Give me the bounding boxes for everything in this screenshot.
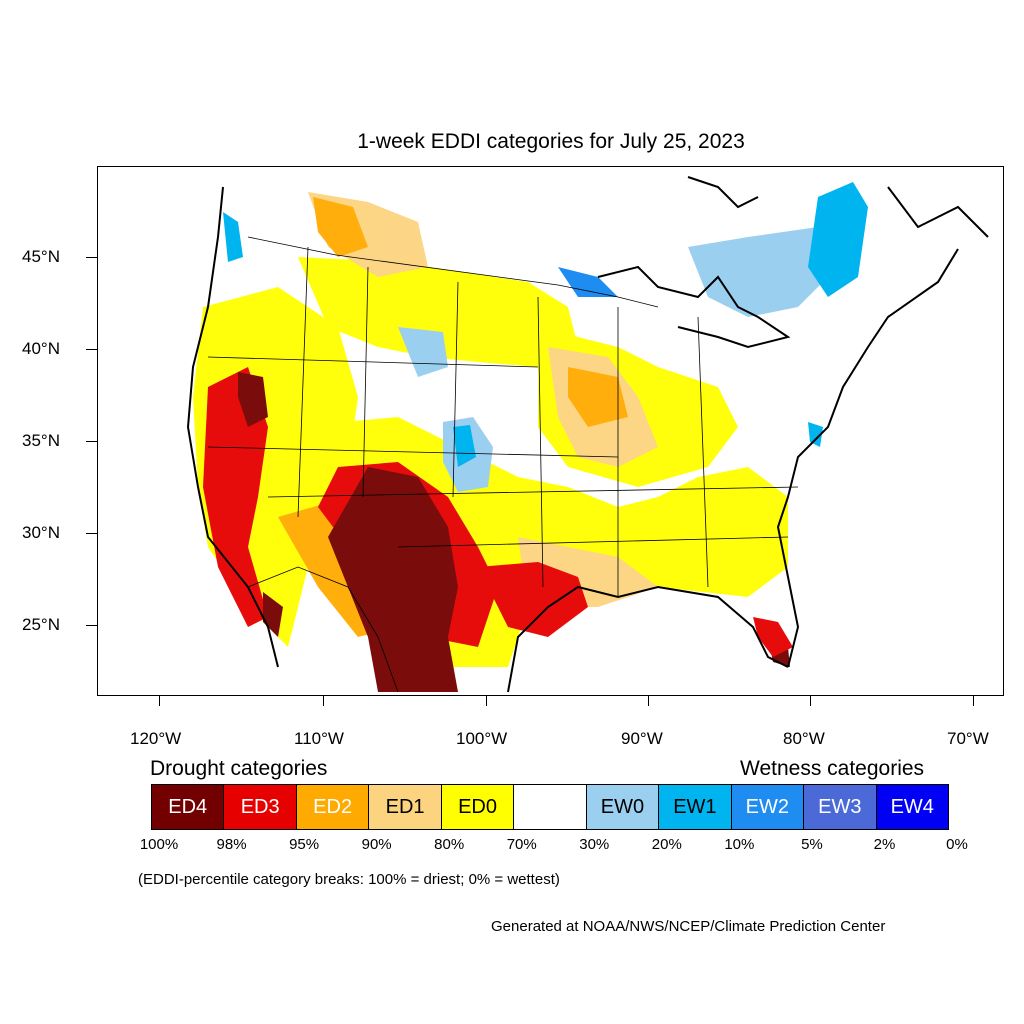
drought-heading: Drought categories [150,757,328,780]
legend-swatch-ew0: EW0 [586,785,660,829]
category-legend: ED4 ED3 ED2 ED1 ED0 EW0 EW1 EW2 EW3 EW4 [151,784,949,830]
ed2-region-midwest [568,367,628,427]
percentile-label: 100% [139,836,179,853]
lon-label-120: 120°W [130,729,182,748]
legend-swatch-ed4: ED4 [152,785,225,829]
gulf-coast [507,585,789,693]
lon-tick [486,696,487,706]
percentile-label: 95% [289,836,320,853]
lat-label-30: 30°N [22,523,60,542]
political-boundaries [207,236,799,693]
coastlines [186,176,989,693]
lon-label-110: 110°W [294,729,344,748]
lon-tick [648,696,649,706]
lat-tick [86,441,97,442]
lon-tick [323,696,324,706]
wetness-heading: Wetness categories [740,757,925,780]
eddi-map [97,166,1004,696]
legend-swatch-ed0: ED0 [441,785,515,829]
state-line-3 [452,281,459,498]
labrador-coast [887,186,989,238]
hudson-bay-shore [687,176,759,209]
ew1-region-colorado [453,425,476,467]
us-mexico-border [247,566,399,693]
map-title: 1-week EDDI categories for July 25, 2023 [357,130,745,153]
lat-label-45: 45°N [22,247,60,266]
ew0-region-great-lakes [688,227,838,317]
ed3-region-florida [753,617,793,657]
lon-tick [973,696,974,706]
state-line-7 [207,356,539,368]
lat-tick [86,533,97,534]
ew1-region-nw [223,212,243,262]
lat-tick [86,625,97,626]
state-line-8 [207,446,619,458]
lon-tick [159,696,160,706]
lon-label-90: 90°W [621,729,663,748]
ed4-region-cal [238,372,268,427]
ed2-region-north [313,197,368,257]
state-line-2 [362,266,369,498]
percentile-label: 70% [506,836,537,853]
category-note: (EDDI-percentile category breaks: 100% =… [138,871,560,888]
state-line-1 [297,246,309,518]
legend-swatch-ew4: EW4 [876,785,948,829]
legend-swatch-ed1: ED1 [369,785,442,829]
atlantic-coast [776,248,959,668]
state-line-10 [397,536,789,548]
legend-swatch-ed2: ED2 [296,785,370,829]
percentile-label: 20% [651,836,682,853]
percentile-label: 2% [873,836,896,853]
ew0-region-great-basin [398,327,448,377]
lon-label-80: 80°W [783,729,825,748]
lat-label-35: 35°N [22,431,60,450]
percentile-label: 80% [434,836,465,853]
lat-label-25: 25°N [22,615,60,634]
credit-line: Generated at NOAA/NWS/NCEP/Climate Predi… [491,918,886,935]
us-canada-border [247,236,659,308]
ew2-region-superior [558,267,618,297]
legend-swatch-ed3: ED3 [224,785,297,829]
ed3-region-texas [478,562,588,637]
lat-tick [86,257,97,258]
lon-label-70: 70°W [947,729,989,748]
drought-shading [193,192,793,692]
state-line-4 [537,296,544,588]
lon-label-100: 100°W [456,729,508,748]
percentile-label: 98% [216,836,247,853]
state-line-9 [267,486,799,498]
legend-swatch-ew3: EW3 [804,785,877,829]
lat-label-40: 40°N [22,339,60,358]
ew1-region-quebec [808,182,868,297]
percentile-label: 0% [946,836,968,853]
great-lakes [597,265,791,349]
percentile-label: 30% [579,836,610,853]
ew1-region-chesapeake [808,422,823,447]
legend-swatch-neutral [514,785,587,829]
lat-tick [86,349,97,350]
ed3-region-cal [203,367,268,627]
percentile-label: 5% [801,836,823,853]
lon-tick [810,696,811,706]
state-line-6 [697,316,709,588]
percentile-label: 10% [724,836,755,853]
percentile-label: 90% [361,836,392,853]
legend-swatch-ew2: EW2 [731,785,805,829]
pacific-coast [186,186,279,668]
ed4-region-sw [328,467,458,692]
legend-swatch-ew1: EW1 [659,785,732,829]
wetness-shading [223,182,868,492]
